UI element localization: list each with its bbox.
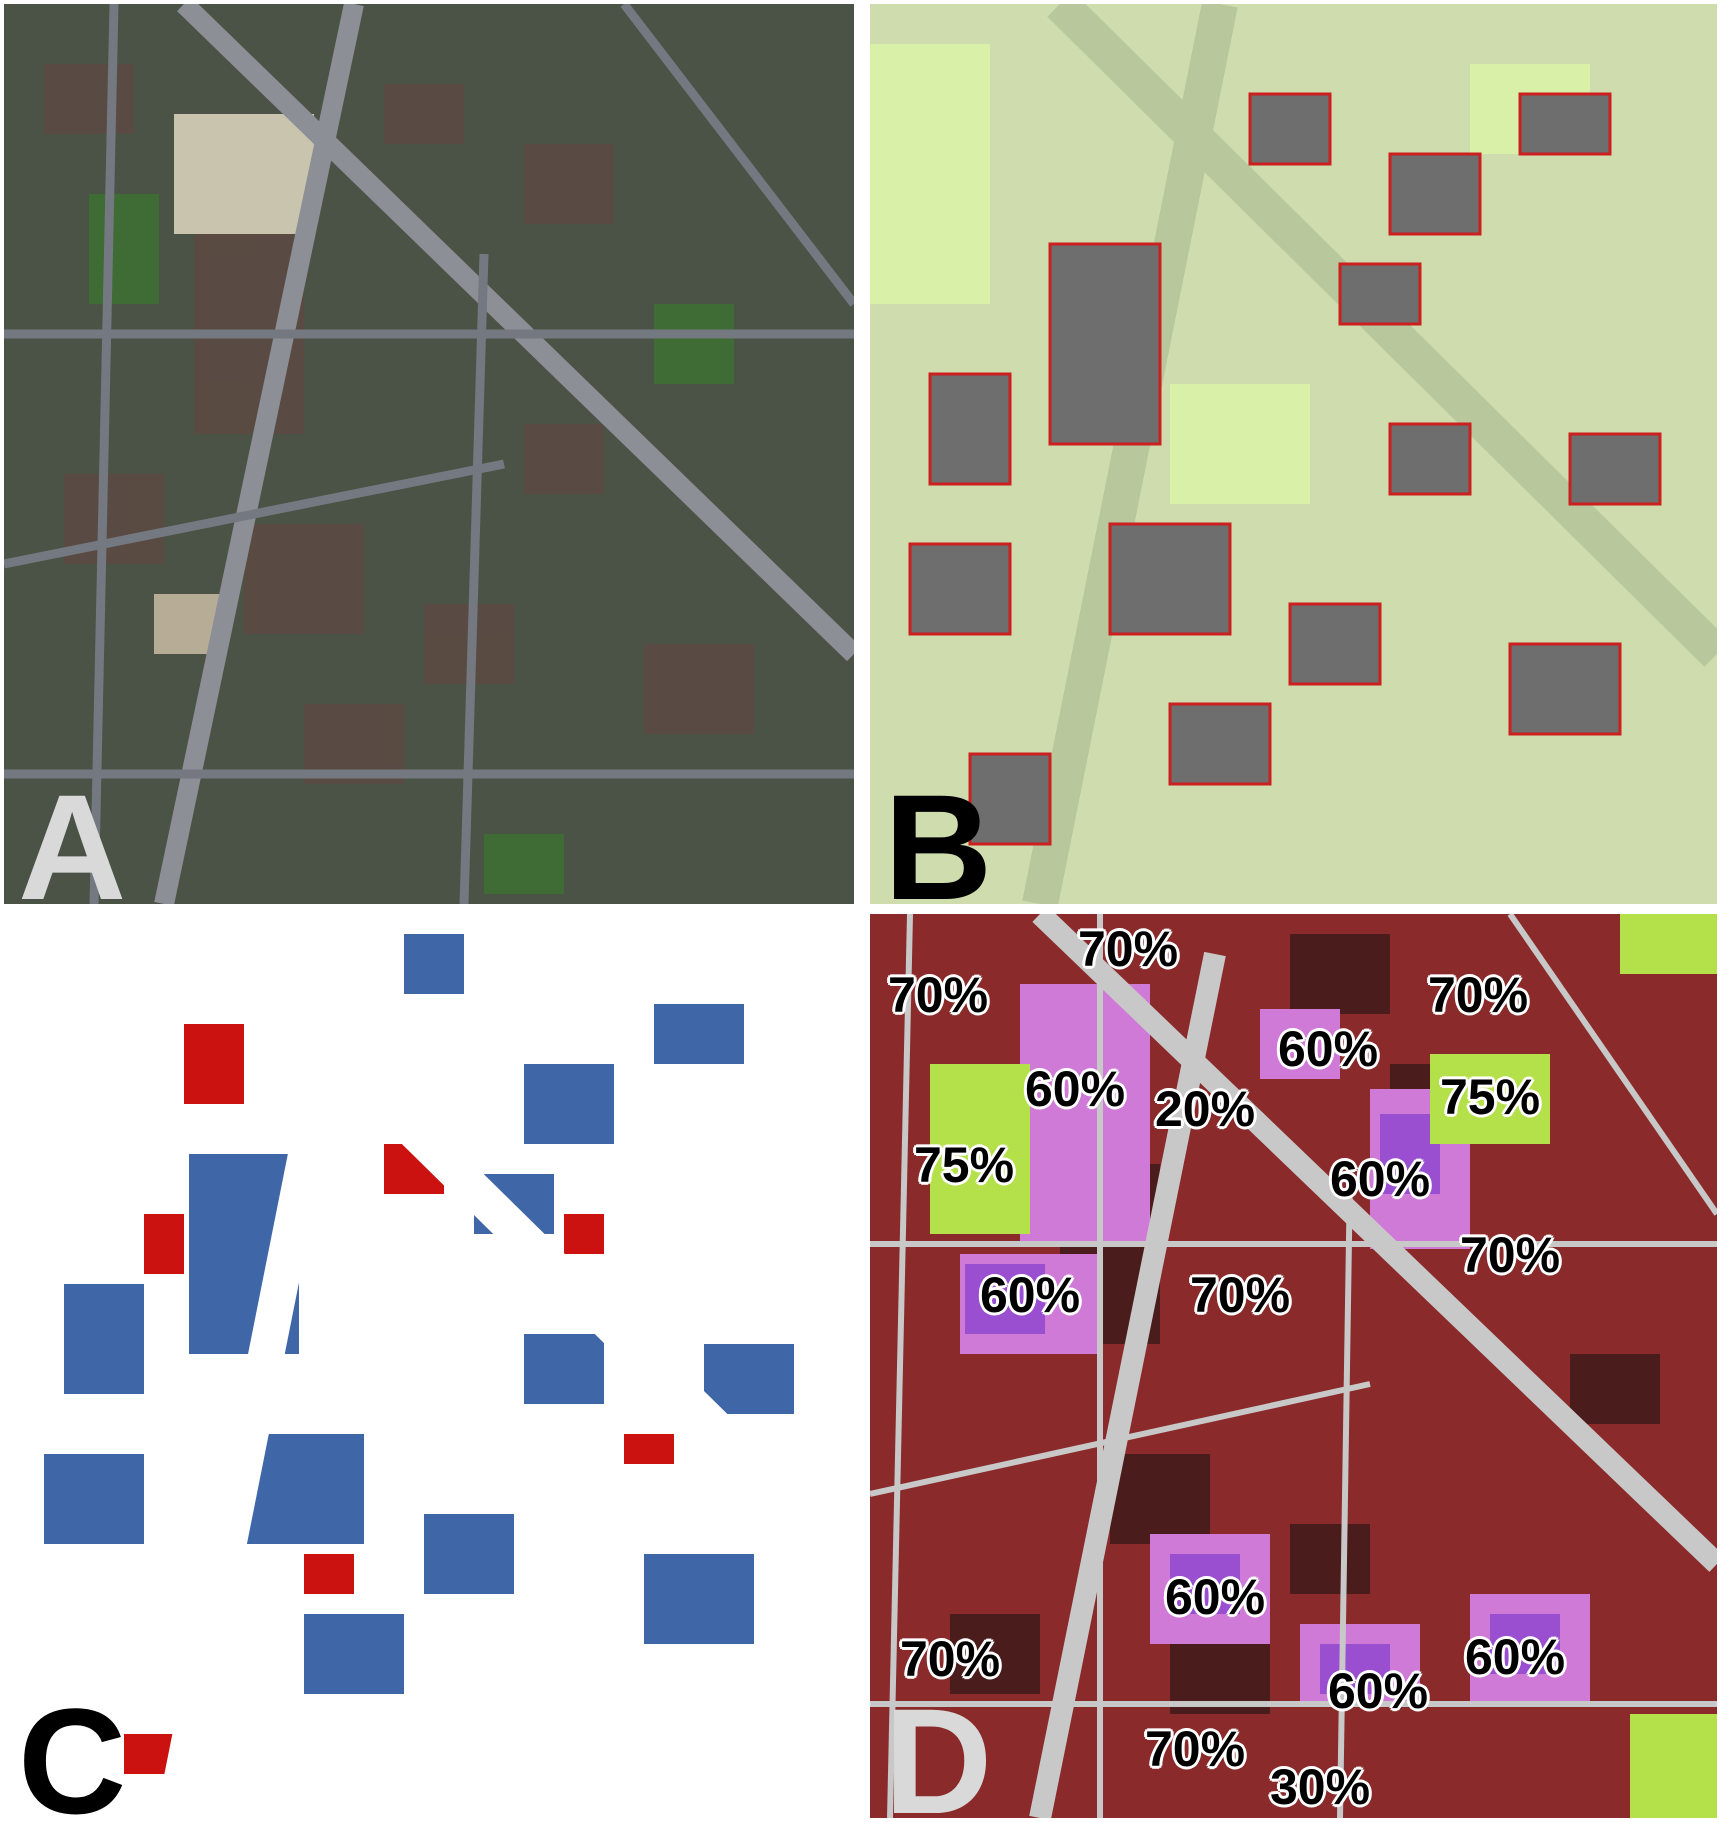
- density-label: 75%: [1440, 1069, 1541, 1125]
- aerial-image-panel: A: [4, 4, 854, 904]
- density-label: 70%: [1078, 921, 1179, 977]
- density-label: 60%: [1328, 1663, 1429, 1719]
- density-label: 60%: [1278, 1021, 1379, 1077]
- density-label: 60%: [1465, 1629, 1566, 1685]
- density-label: 60%: [1165, 1569, 1266, 1625]
- density-label: 30%: [1270, 1759, 1371, 1815]
- density-label: 60%: [1330, 1151, 1431, 1207]
- density-label: 60%: [1025, 1061, 1126, 1117]
- density-label: 70%: [1145, 1721, 1246, 1777]
- density-label: 70%: [1428, 967, 1529, 1023]
- density-label: 70%: [1190, 1267, 1291, 1323]
- density-label: 75%: [914, 1137, 1015, 1193]
- aerial-image: [4, 4, 854, 904]
- building-outline-panel: B: [870, 4, 1717, 904]
- density-label: 60%: [980, 1267, 1081, 1323]
- density-zone-map: [870, 914, 1717, 1818]
- density-zone-panel: 70% 70% 70% 60% 60% 20% 75% 75% 60% 70% …: [870, 914, 1717, 1818]
- density-label: 70%: [888, 967, 989, 1023]
- classification-map: [4, 914, 854, 1818]
- panel-label-c: C: [18, 1677, 127, 1818]
- panel-label-d: D: [884, 1677, 993, 1818]
- building-outline-map: [870, 4, 1717, 904]
- density-label: 70%: [900, 1631, 1001, 1687]
- panel-label-b: B: [884, 763, 993, 904]
- panel-label-a: A: [18, 763, 127, 904]
- density-label: 70%: [1460, 1227, 1561, 1283]
- classification-panel: C: [4, 914, 854, 1818]
- density-label: 20%: [1155, 1081, 1256, 1137]
